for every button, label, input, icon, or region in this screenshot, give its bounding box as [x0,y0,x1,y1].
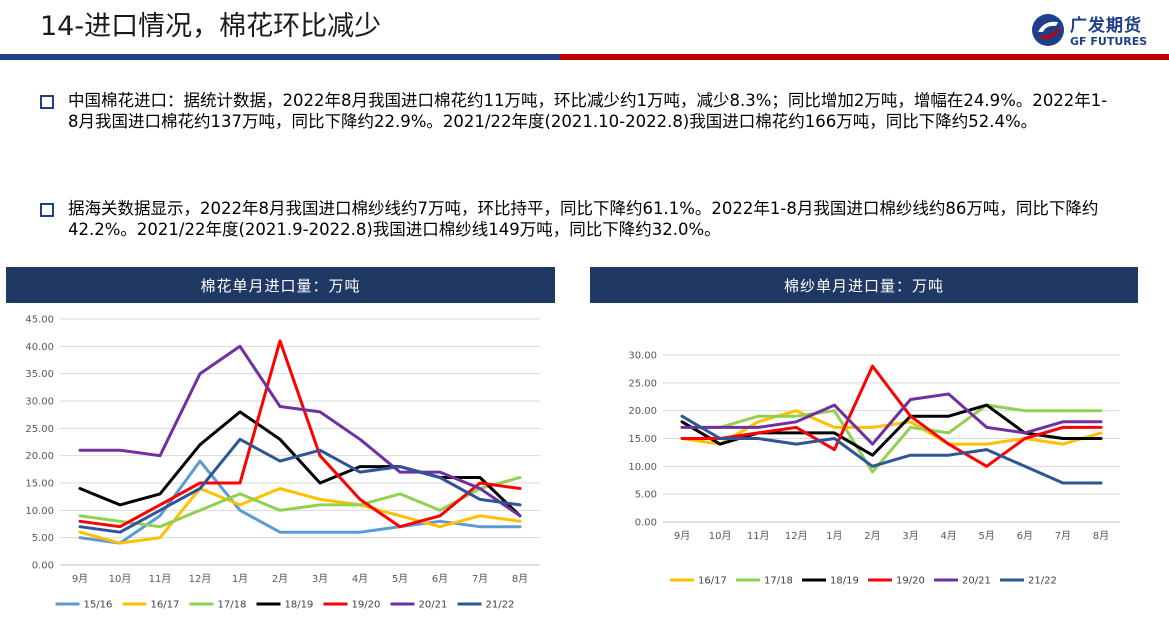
square-bullet-icon [40,203,54,217]
y-tick-label: 20.00 [628,406,657,417]
series-line-19-20 [78,339,522,529]
y-tick-label: 30.00 [628,351,657,362]
x-tick-label: 8月 [512,573,528,585]
x-tick-label: 3月 [312,573,328,585]
legend-label: 20/21 [419,600,448,611]
series-line-18-19 [78,410,522,518]
x-tick-label: 1月 [232,573,248,585]
legend-label: 17/18 [764,576,793,587]
y-tick-label: 10.00 [628,462,657,473]
legend-label: 18/19 [830,576,859,587]
x-tick-label: 7月 [1055,530,1071,542]
x-tick-label: 6月 [432,573,448,585]
y-tick-label: 15.00 [25,479,54,490]
header-rule-red [560,54,1169,60]
series-line-20-21 [78,344,522,518]
page-title: 14-进口情况，棉花环比减少 [40,11,382,42]
x-tick-label: 1月 [826,530,842,542]
series-line-19-20 [680,364,1103,468]
legend-label: 19/20 [896,576,925,587]
series-line-16-17 [680,409,1103,446]
x-tick-label: 12月 [189,573,212,585]
header-rule-blue [0,54,560,60]
x-tick-label: 2月 [272,573,288,585]
y-tick-label: 20.00 [25,451,54,462]
x-tick-label: 10月 [109,573,132,585]
series-line-21-22 [680,414,1103,485]
chart-title-cotton: 棉花单月进口量：万吨 [6,267,555,303]
x-tick-label: 2月 [864,530,880,542]
cotton-import-chart: 0.00 5.00 10.00 15.00 20.00 25.00 30.00 35.00 40… [25,315,540,611]
x-tick-label: 12月 [785,530,808,542]
chart-title-yarn: 棉纱单月进口量：万吨 [590,267,1138,303]
y-tick-label: 45.00 [25,315,54,326]
y-tick-label: 5.00 [32,533,54,544]
x-tick-label: 3月 [902,530,918,542]
legend-label: 21/22 [486,600,515,611]
x-tick-label: 11月 [149,573,172,585]
bullet-yarn-import: 据海关数据显示，2022年8月我国进口棉纱线约7万吨，环比持平，同比下降约61.… [40,198,1115,240]
y-tick-label: 5.00 [635,490,657,501]
legend-label: 17/18 [218,600,247,611]
legend-label: 16/17 [151,600,180,611]
x-tick-label: 4月 [940,530,956,542]
y-tick-label: 10.00 [25,506,54,517]
series-line-21-22 [78,437,522,534]
y-tick-label: 25.00 [25,424,54,435]
gf-logo-icon [1032,14,1064,46]
series-line-15-16 [78,459,522,545]
logo-english-name: GF FUTURES [1070,35,1148,48]
y-tick-label: 35.00 [25,369,54,380]
x-tick-label: 10月 [709,530,732,542]
x-tick-label: 9月 [674,530,690,542]
legend-label: 21/22 [1028,576,1057,587]
legend-label: 20/21 [962,576,991,587]
x-tick-label: 5月 [392,573,408,585]
y-tick-label: 40.00 [25,342,54,353]
x-tick-label: 8月 [1093,530,1109,542]
series-line-16-17 [78,487,522,545]
bullet-cotton-import: 中国棉花进口：据统计数据，2022年8月我国进口棉花约11万吨，环比减少约1万吨… [40,90,1115,132]
x-tick-label: 6月 [1017,530,1033,542]
logo-chinese-name: 广发期货 [1070,16,1142,36]
legend-label: 18/19 [285,600,314,611]
x-tick-label: 4月 [352,573,368,585]
square-bullet-icon [40,95,54,109]
series-line-17-18 [78,476,522,529]
yarn-import-chart: 0.00 5.00 10.00 15.00 20.00 25.00 30.00 9月 10月 11… [628,351,1120,587]
y-tick-label: 30.00 [25,397,54,408]
x-tick-label: 9月 [72,573,88,585]
x-tick-label: 5月 [979,530,995,542]
legend-label: 16/17 [698,576,727,587]
x-tick-label: 11月 [747,530,770,542]
company-logo: 广发期货 GF FUTURES [1030,10,1165,52]
x-tick-label: 7月 [472,573,488,585]
series-line-20-21 [680,392,1103,446]
y-tick-label: 25.00 [628,378,657,389]
y-tick-label: 15.00 [628,434,657,445]
legend-label: 19/20 [352,600,381,611]
bullet-text: 据海关数据显示，2022年8月我国进口棉纱线约7万吨，环比持平，同比下降约61.… [68,199,1099,239]
legend-label: 15/16 [84,600,113,611]
bullet-text: 中国棉花进口：据统计数据，2022年8月我国进口棉花约11万吨，环比减少约1万吨… [68,91,1108,131]
y-tick-label: 0.00 [32,561,54,572]
y-tick-label: 0.00 [635,518,657,529]
series-line-17-18 [680,403,1103,474]
